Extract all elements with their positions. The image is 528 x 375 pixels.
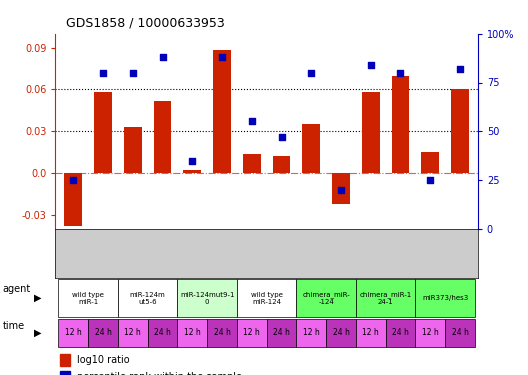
Text: miR373/hes3: miR373/hes3 [422, 295, 468, 301]
Text: 24 h: 24 h [214, 328, 230, 338]
Bar [303, 124, 320, 173]
Text: 12 h: 12 h [65, 328, 82, 338]
Bar [356, 279, 416, 317]
Bar [272, 156, 290, 173]
Point [277, 134, 286, 140]
Bar [64, 173, 82, 226]
Text: 12 h: 12 h [243, 328, 260, 338]
Text: ▶: ▶ [34, 328, 42, 338]
Text: percentile rank within the sample: percentile rank within the sample [77, 372, 242, 375]
Text: 12 h: 12 h [303, 328, 319, 338]
Point [188, 158, 196, 164]
Text: GDS1858 / 10000633953: GDS1858 / 10000633953 [66, 17, 225, 30]
Text: 24 h: 24 h [154, 328, 171, 338]
Point [128, 70, 137, 76]
Bar [385, 319, 416, 347]
Point [366, 62, 375, 68]
Point [99, 70, 107, 76]
Bar [445, 319, 475, 347]
Text: 24 h: 24 h [451, 328, 468, 338]
Bar [207, 319, 237, 347]
Text: log10 ratio: log10 ratio [77, 355, 129, 365]
Bar [154, 100, 172, 173]
Bar [237, 319, 267, 347]
Bar [362, 92, 380, 173]
Point [307, 70, 316, 76]
Text: wild type
miR-124: wild type miR-124 [251, 292, 282, 304]
Bar [88, 319, 118, 347]
Text: agent: agent [3, 284, 31, 294]
Point [158, 54, 167, 60]
Bar [243, 153, 261, 173]
Bar [416, 279, 475, 317]
Text: 12 h: 12 h [422, 328, 439, 338]
Bar [392, 75, 409, 173]
Bar [326, 319, 356, 347]
Point [248, 118, 256, 124]
Text: ▶: ▶ [34, 293, 42, 303]
Point [426, 177, 435, 183]
Text: 12 h: 12 h [362, 328, 379, 338]
Point [397, 70, 405, 76]
Text: 24 h: 24 h [392, 328, 409, 338]
Bar [296, 279, 356, 317]
Text: time: time [3, 321, 25, 331]
Bar [183, 170, 201, 173]
Bar [118, 279, 177, 317]
Text: 24 h: 24 h [333, 328, 350, 338]
Text: 24 h: 24 h [95, 328, 111, 338]
Point [218, 54, 226, 60]
Text: wild type
miR-1: wild type miR-1 [72, 292, 104, 304]
Bar [177, 279, 237, 317]
Bar [124, 127, 142, 173]
Text: 12 h: 12 h [184, 328, 201, 338]
Bar [416, 319, 445, 347]
Text: miR-124m
ut5-6: miR-124m ut5-6 [130, 292, 166, 304]
Text: 12 h: 12 h [125, 328, 141, 338]
Text: 24 h: 24 h [273, 328, 290, 338]
Bar [451, 90, 469, 173]
Bar [148, 319, 177, 347]
Bar [118, 319, 148, 347]
Text: chimera_miR-
-124: chimera_miR- -124 [302, 291, 350, 305]
Point [69, 177, 78, 183]
Text: chimera_miR-1
24-1: chimera_miR-1 24-1 [360, 291, 412, 305]
Bar [59, 279, 118, 317]
Bar [296, 319, 326, 347]
Bar [267, 319, 296, 347]
Point [456, 66, 464, 72]
Bar [213, 51, 231, 173]
Point [337, 187, 345, 193]
Bar [177, 319, 207, 347]
Bar [421, 152, 439, 173]
Bar [237, 279, 296, 317]
Bar [60, 354, 70, 366]
Bar [94, 92, 112, 173]
Bar [332, 173, 350, 204]
Bar [60, 371, 70, 375]
Bar [356, 319, 385, 347]
Text: miR-124mut9-1
0: miR-124mut9-1 0 [180, 292, 234, 304]
Bar [59, 319, 88, 347]
